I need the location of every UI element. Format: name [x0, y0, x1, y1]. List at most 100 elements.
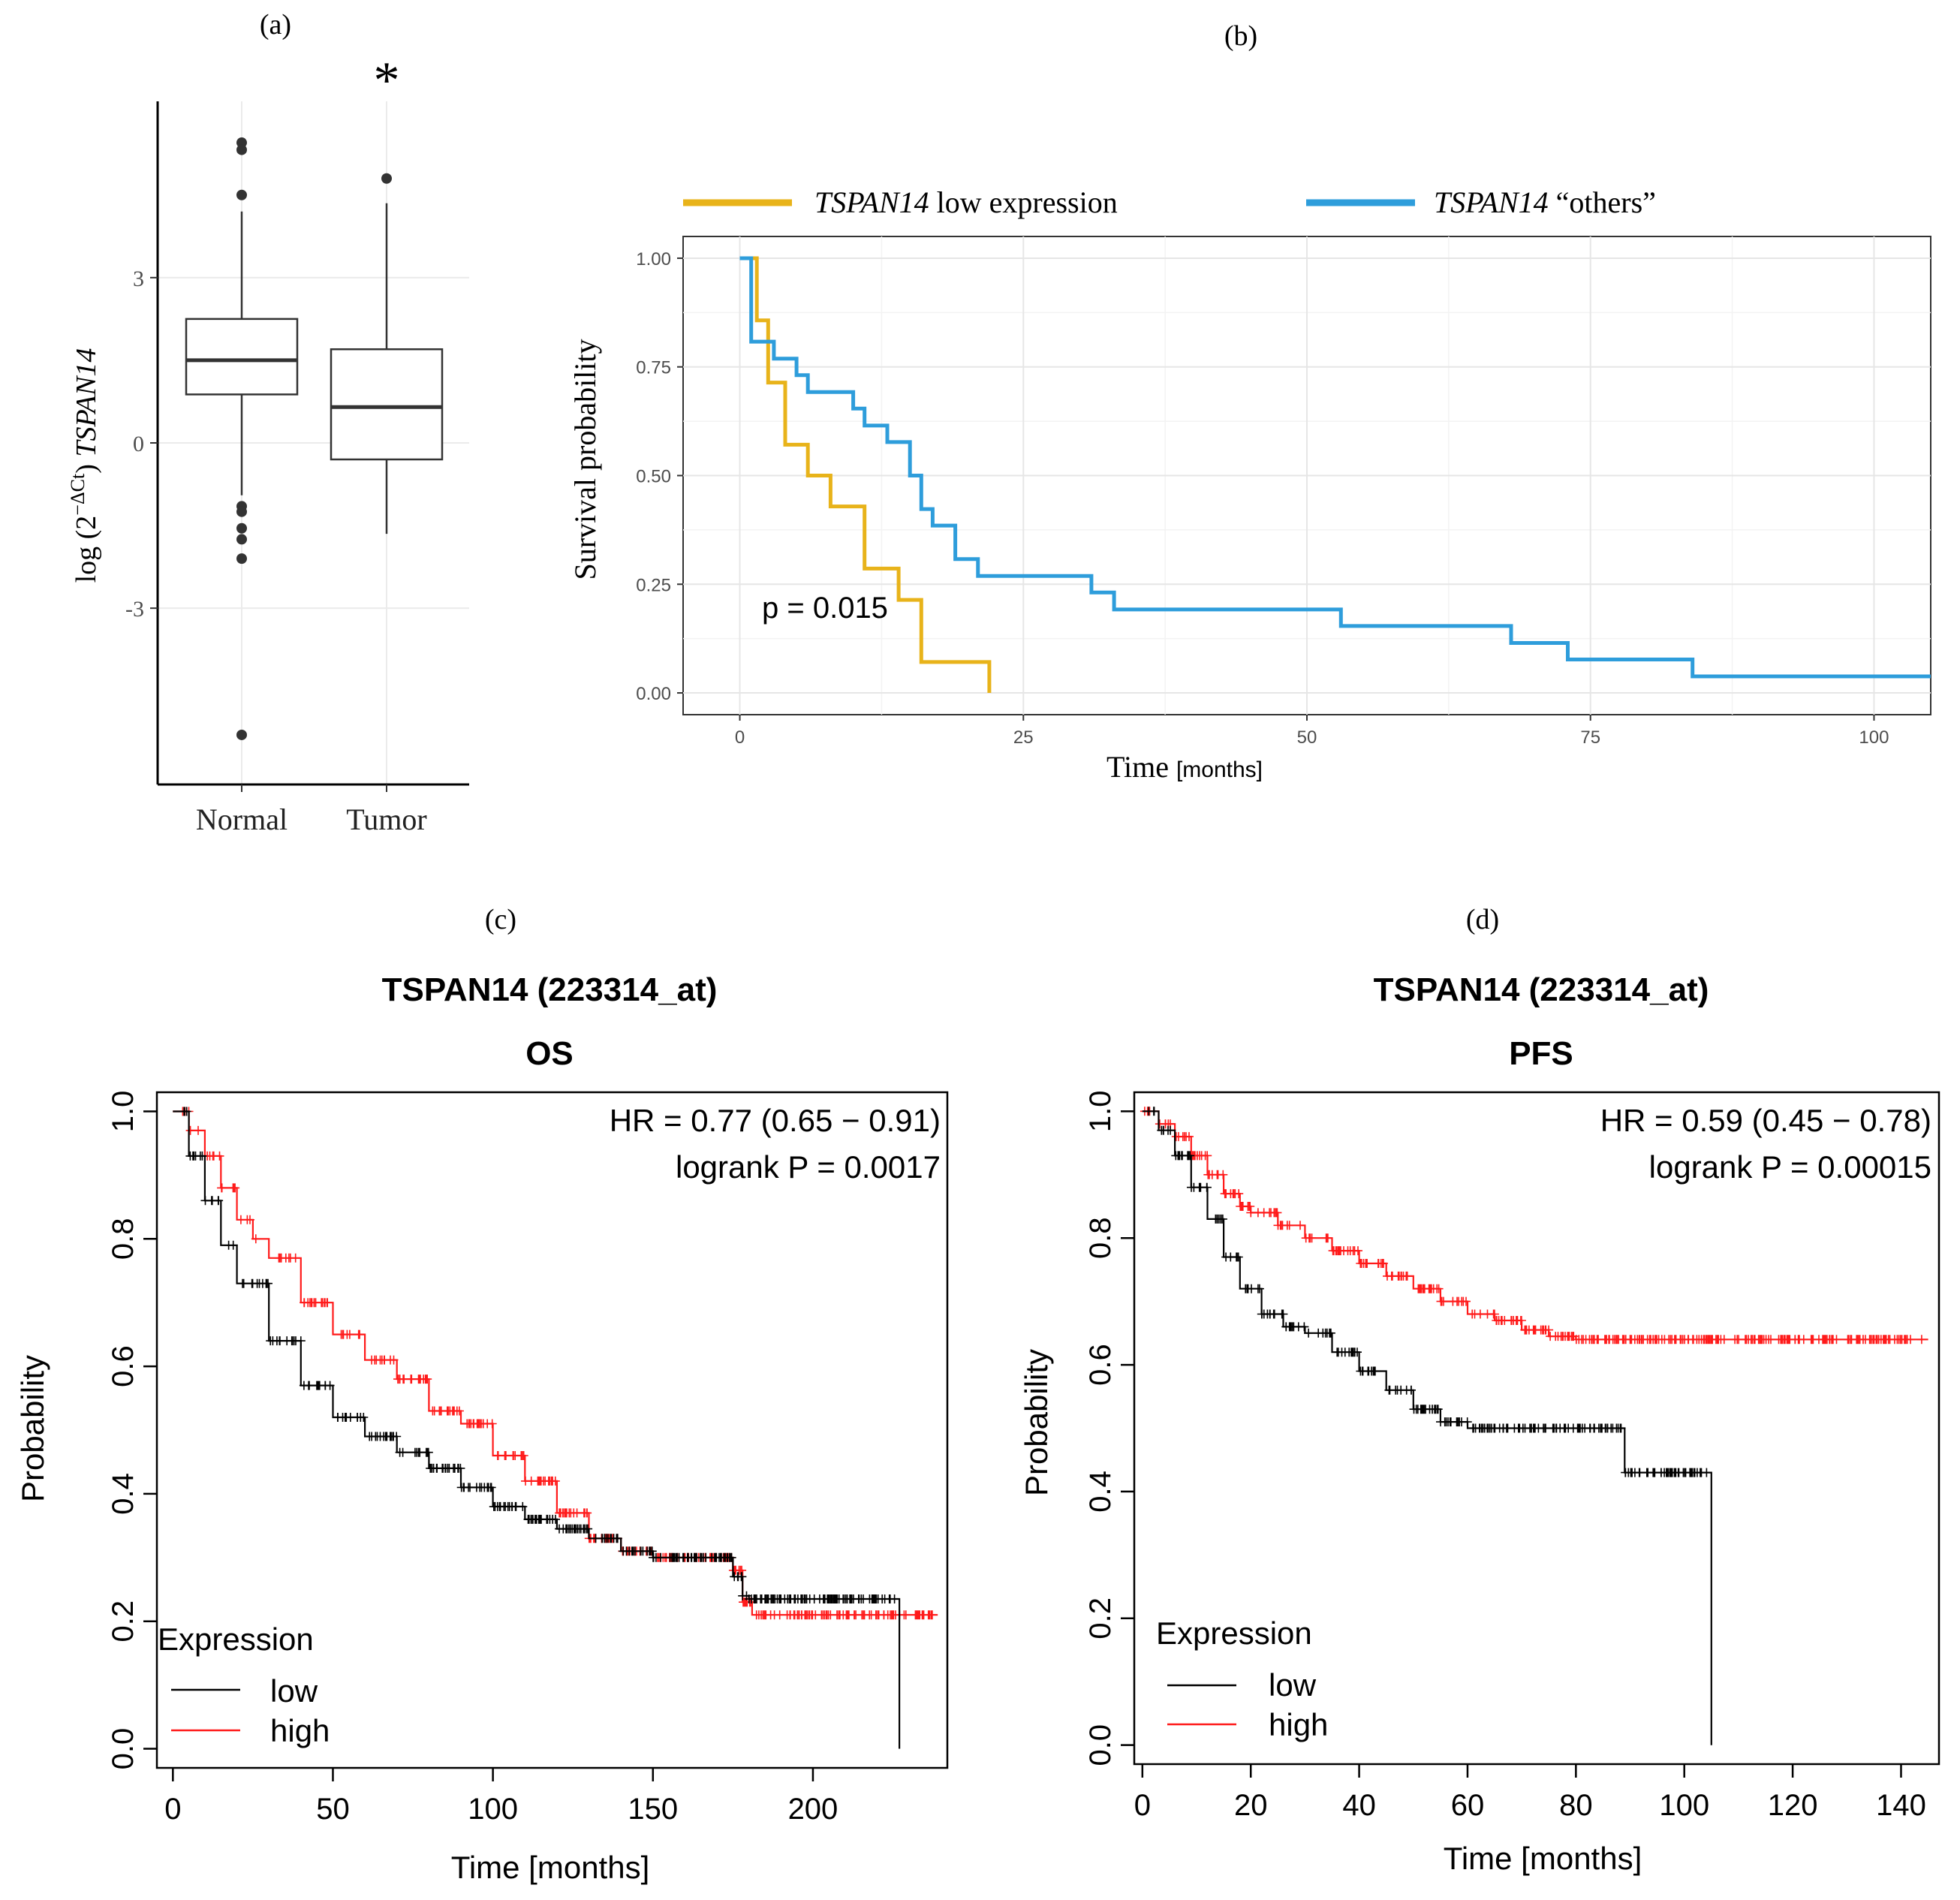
panel-d-legend-label-low: low [1269, 1667, 1317, 1703]
x-tick-label: 50 [316, 1793, 350, 1826]
ylabel-superscript: −ΔCt [67, 473, 89, 516]
x-tick-label: 100 [468, 1793, 518, 1826]
panel-c-x-axis-title: Time [months] [451, 1850, 650, 1885]
panel-a-label: (a) [260, 9, 291, 41]
box-normal [185, 137, 299, 740]
outlier-point [236, 522, 247, 534]
panel-d-subtitle: PFS [1509, 1035, 1573, 1072]
y-tick-label: 0.0 [107, 1728, 140, 1770]
panel-d-x-ticks: 0 20 40 60 80 100 120 140 [1134, 1764, 1926, 1822]
x-tick-label: 50 [1297, 727, 1317, 748]
x-tick-label: 20 [1234, 1789, 1268, 1822]
x-tick-label: 25 [1013, 727, 1034, 748]
panel-b-y-ticks: 0.00 0.25 0.50 0.75 1.00 [636, 249, 683, 704]
legend-label-low-expression: TSPAN14 low expression [814, 185, 1118, 219]
box-iqr [185, 318, 299, 396]
panel-d-curves [1140, 1107, 1928, 1745]
y-tick-label: 0.00 [636, 684, 671, 704]
y-tick-label: 0.2 [1084, 1597, 1117, 1640]
panel-d-hr: HR = 0.59 (0.45 − 0.78) [1600, 1103, 1931, 1138]
panel-d-pfs-km: (d) TSPAN14 (223314_at) PFS 0.0 0.2 0.4 0.6… [1019, 904, 1940, 1876]
ylabel-gene: TSPAN14 [71, 348, 102, 457]
panel-c-x-ticks: 0 50 100 150 200 [164, 1768, 838, 1826]
panel-d-label: (d) [1466, 904, 1499, 935]
outlier-point [236, 553, 247, 565]
panel-c-y-ticks: 0.0 0.2 0.4 0.6 0.8 1.0 [107, 1091, 157, 1770]
panel-c-title: TSPAN14 (223314_at) [382, 971, 718, 1008]
panel-a-y-axis-title: log (2−ΔCt) TSPAN14 [67, 348, 102, 583]
ylabel-prefix: log (2 [71, 516, 102, 583]
outlier-point [236, 189, 247, 200]
panel-d-logrank: logrank P = 0.00015 [1649, 1149, 1931, 1185]
box-tumor [330, 173, 444, 534]
panel-b-gridlines [683, 236, 1931, 715]
x-tick-label: Normal [196, 802, 288, 836]
x-tick-label: 0 [164, 1793, 181, 1826]
panel-a-boxes [185, 137, 444, 740]
panel-b-survival: (b) TSPAN14 low expression TSPAN14 “othe… [568, 20, 1931, 784]
panel-d-y-axis-title: Probability [1019, 1349, 1054, 1496]
panel-d-legend-title: Expression [1156, 1615, 1312, 1651]
ylabel-suffix: ) [71, 457, 102, 474]
legend-label-others: TSPAN14 “others” [1434, 185, 1656, 219]
x-tick-label: 150 [628, 1793, 678, 1826]
panel-d-x-axis-title: Time [months] [1444, 1841, 1642, 1876]
panel-c-subtitle: OS [525, 1035, 574, 1072]
panel-b-label: (b) [1224, 20, 1257, 52]
panel-a-y-ticks: -3 0 3 [125, 266, 158, 622]
panel-c-legend-label-high: high [270, 1713, 330, 1748]
y-tick-label: 0.2 [107, 1600, 140, 1643]
y-tick-label: 0.6 [1084, 1344, 1117, 1386]
y-tick-label: 0.4 [107, 1473, 140, 1515]
y-tick-label: 0.75 [636, 358, 671, 378]
x-tick-label: 100 [1659, 1789, 1709, 1822]
y-tick-label: 0.8 [107, 1218, 140, 1260]
panel-c-logrank: logrank P = 0.0017 [676, 1149, 941, 1185]
panel-a-x-ticks: Normal Tumor [196, 784, 427, 836]
panel-b-curves [739, 256, 1931, 693]
panel-a-boxplot: (a) * -3 0 3 Normal Tumor log (2−ΔCt) TSPAN… [67, 9, 469, 836]
panel-c-label: (c) [485, 904, 516, 935]
y-tick-label: 0.0 [1084, 1724, 1117, 1766]
panel-c-plot-frame [155, 1091, 949, 1769]
panel-b-y-axis-title: Survival probability [568, 339, 602, 580]
outlier-point [236, 506, 247, 517]
km-censor-marks-low [179, 1107, 899, 1603]
panel-b-p-value: p = 0.015 [762, 592, 888, 625]
outlier-point [236, 534, 247, 545]
y-tick-label: 0.50 [636, 467, 671, 487]
significance-marker: * [374, 52, 400, 110]
km-series-low [1142, 1107, 1712, 1745]
panel-c-legend-title: Expression [158, 1621, 314, 1657]
panel-c-os-km: (c) TSPAN14 (223314_at) OS 0.0 0.2 0.4 0.6 0… [15, 904, 949, 1885]
x-tick-label: 75 [1580, 727, 1600, 748]
y-tick-label: -3 [125, 597, 144, 622]
x-tick-label: Tumor [346, 802, 426, 836]
y-tick-label: 3 [133, 266, 144, 291]
y-tick-label: 1.00 [636, 249, 671, 269]
outlier-point [236, 144, 247, 155]
x-tick-label: 140 [1876, 1789, 1926, 1822]
curve-others [739, 256, 1931, 679]
panel-c-legend-label-low: low [270, 1673, 318, 1709]
y-tick-label: 0.6 [107, 1345, 140, 1387]
x-tick-label: 40 [1342, 1789, 1376, 1822]
x-tick-label: 80 [1559, 1789, 1593, 1822]
y-tick-label: 0 [133, 432, 144, 456]
panel-c-hr: HR = 0.77 (0.65 − 0.91) [610, 1103, 941, 1138]
x-tick-label: 0 [1134, 1789, 1151, 1822]
x-tick-label: 200 [788, 1793, 838, 1826]
y-tick-label: 0.25 [636, 575, 671, 595]
panel-c-curves [173, 1107, 938, 1749]
panel-b-x-axis-title: Time [months] [1106, 750, 1263, 784]
panel-b-x-ticks: 0 25 50 75 100 [735, 715, 1889, 748]
y-tick-label: 0.4 [1084, 1471, 1117, 1513]
outlier-point [381, 173, 392, 184]
km-censor-marks-low [1144, 1107, 1712, 1477]
panel-d-legend-label-high: high [1269, 1707, 1328, 1742]
y-tick-label: 1.0 [1084, 1091, 1117, 1133]
y-tick-label: 0.8 [1084, 1217, 1117, 1259]
x-tick-label: 100 [1859, 727, 1889, 748]
panel-d-title: TSPAN14 (223314_at) [1374, 971, 1709, 1008]
